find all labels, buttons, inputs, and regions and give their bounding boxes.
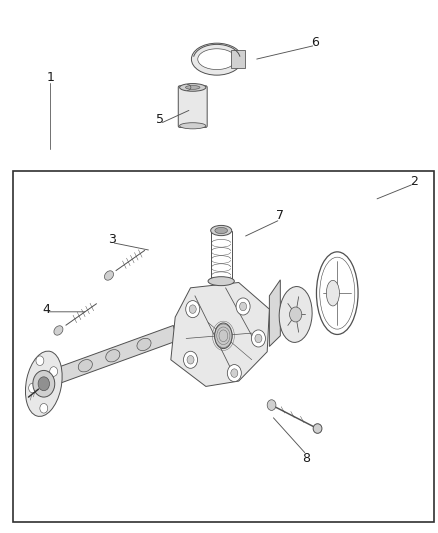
Circle shape	[50, 367, 58, 376]
Ellipse shape	[215, 228, 227, 233]
Circle shape	[231, 369, 238, 377]
Circle shape	[251, 330, 265, 347]
Ellipse shape	[106, 350, 120, 362]
Text: 5: 5	[156, 114, 164, 126]
Circle shape	[36, 356, 44, 366]
Text: 3: 3	[108, 233, 116, 246]
Polygon shape	[49, 326, 177, 386]
Circle shape	[186, 301, 200, 318]
Ellipse shape	[326, 280, 339, 306]
Circle shape	[227, 365, 241, 382]
Ellipse shape	[211, 225, 232, 236]
Ellipse shape	[25, 351, 62, 416]
Bar	[231, 50, 245, 68]
Ellipse shape	[208, 277, 234, 286]
Ellipse shape	[279, 287, 312, 342]
Bar	[13, 171, 434, 522]
Circle shape	[189, 305, 196, 313]
FancyBboxPatch shape	[178, 86, 207, 127]
Ellipse shape	[191, 43, 242, 75]
Ellipse shape	[137, 338, 151, 351]
Circle shape	[290, 307, 302, 322]
Text: 4: 4	[42, 303, 50, 316]
Text: 2: 2	[410, 175, 418, 188]
Ellipse shape	[198, 49, 236, 70]
Circle shape	[267, 400, 276, 410]
Ellipse shape	[180, 84, 206, 91]
Bar	[211, 280, 232, 282]
Text: 6: 6	[311, 36, 319, 49]
Circle shape	[38, 377, 49, 391]
Ellipse shape	[104, 271, 113, 280]
Circle shape	[240, 302, 247, 311]
Circle shape	[187, 356, 194, 364]
Circle shape	[255, 334, 262, 343]
Circle shape	[236, 298, 250, 315]
Polygon shape	[171, 282, 269, 386]
Circle shape	[40, 403, 48, 413]
Ellipse shape	[215, 323, 232, 349]
Ellipse shape	[54, 326, 63, 335]
Text: 8: 8	[303, 452, 311, 465]
Ellipse shape	[186, 85, 200, 90]
Text: 7: 7	[276, 209, 284, 222]
Circle shape	[184, 351, 198, 368]
Text: 1: 1	[46, 71, 54, 84]
Ellipse shape	[180, 123, 206, 129]
Ellipse shape	[313, 424, 322, 433]
Circle shape	[28, 383, 36, 393]
Ellipse shape	[78, 360, 92, 372]
Polygon shape	[269, 280, 280, 346]
Circle shape	[33, 370, 55, 397]
